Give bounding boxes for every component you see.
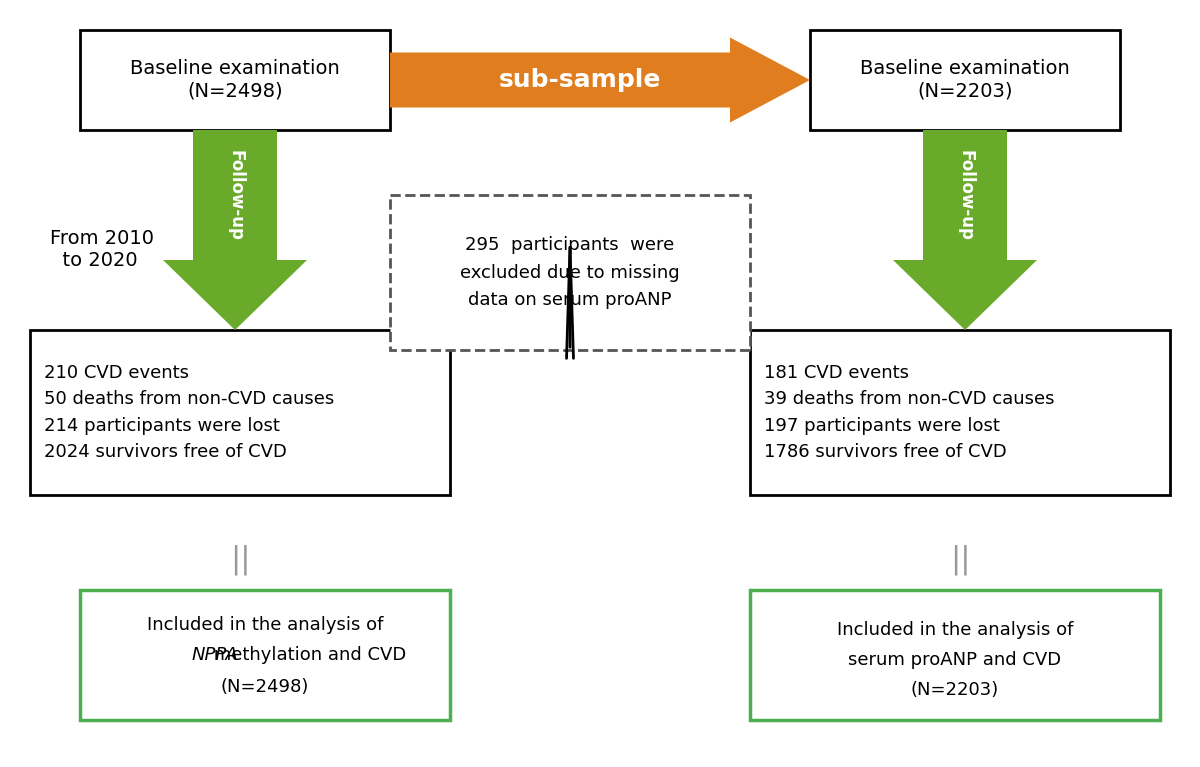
Bar <box>750 330 1170 495</box>
Text: 181 CVD events
39 deaths from non-CVD causes
197 participants were lost
1786 sur: 181 CVD events 39 deaths from non-CVD ca… <box>764 364 1055 461</box>
Bar <box>80 590 450 720</box>
Bar <box>390 195 750 350</box>
Polygon shape <box>893 130 1037 330</box>
Bar <box>810 30 1120 130</box>
Text: serum proANP and CVD: serum proANP and CVD <box>848 651 1062 669</box>
Text: methylation and CVD: methylation and CVD <box>208 646 406 664</box>
Bar <box>30 330 450 495</box>
Text: NPPA: NPPA <box>192 646 239 664</box>
Text: Follow-up: Follow-up <box>226 150 244 240</box>
Polygon shape <box>390 38 810 123</box>
Text: Included in the analysis of: Included in the analysis of <box>146 616 383 634</box>
Bar <box>750 590 1160 720</box>
Text: ||: || <box>229 545 251 575</box>
Text: Included in the analysis of: Included in the analysis of <box>836 621 1073 639</box>
Text: (N=2498): (N=2498) <box>221 678 310 696</box>
Text: Follow-up: Follow-up <box>956 150 974 240</box>
Polygon shape <box>163 130 307 330</box>
Text: Baseline examination
(N=2203): Baseline examination (N=2203) <box>860 60 1070 100</box>
Text: 210 CVD events
50 deaths from non-CVD causes
214 participants were lost
2024 sur: 210 CVD events 50 deaths from non-CVD ca… <box>44 364 335 461</box>
Bar <box>80 30 390 130</box>
Text: 295  participants  were
excluded due to missing
data on serum proANP: 295 participants were excluded due to mi… <box>460 235 680 309</box>
Text: From 2010
  to 2020: From 2010 to 2020 <box>50 229 154 271</box>
Text: sub-sample: sub-sample <box>499 68 661 92</box>
Text: ||: || <box>949 545 971 575</box>
Text: Baseline examination
(N=2498): Baseline examination (N=2498) <box>130 60 340 100</box>
Text: (N=2203): (N=2203) <box>911 681 1000 699</box>
